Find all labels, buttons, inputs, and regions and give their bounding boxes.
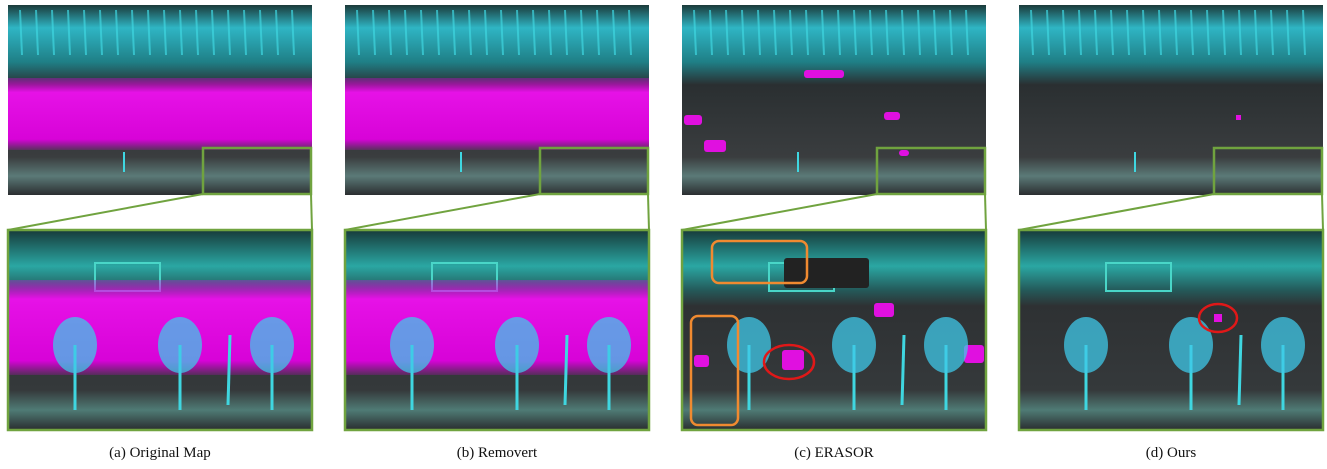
tree-crown (832, 317, 876, 373)
zoom-line (345, 194, 540, 230)
pole (1239, 335, 1241, 405)
figure: (a) Original Map (b) Removert (c) ERASOR (d… (0, 0, 1327, 469)
panels: (a) Original Map (b) Removert (c) ERASOR (d… (8, 5, 1323, 461)
tree-crown (924, 317, 968, 373)
zoom-line (8, 194, 203, 230)
zoom-line (311, 194, 312, 230)
residual-points (1236, 115, 1241, 120)
tree-crown (1261, 317, 1305, 373)
residual-points (694, 355, 709, 367)
residual-points (874, 303, 894, 317)
tree-crown (1169, 317, 1213, 373)
caption: (d) Ours (1146, 445, 1197, 461)
zoom-line (648, 194, 649, 230)
page: (a) Original Map (b) Removert (c) ERASOR (d… (0, 0, 1327, 469)
pole (228, 335, 230, 405)
dynamic-points (345, 78, 649, 150)
dynamic-points (8, 78, 312, 150)
tree-crown (250, 317, 294, 373)
caption: (a) Original Map (109, 445, 211, 461)
tree-crown (390, 317, 434, 373)
zoom-line (1019, 194, 1214, 230)
residual-points (899, 150, 909, 156)
pole (902, 335, 904, 405)
residual-points (782, 350, 804, 370)
panel: (a) Original Map (8, 5, 312, 461)
tree-crown (53, 317, 97, 373)
panel: (d) Ours (1019, 5, 1323, 461)
zoom-line (985, 194, 986, 230)
residual-points (1214, 314, 1222, 322)
tree-crown (1064, 317, 1108, 373)
tree-crown (587, 317, 631, 373)
zoom-line (682, 194, 877, 230)
tree-crown (495, 317, 539, 373)
pole (565, 335, 567, 405)
residual-points (704, 140, 726, 152)
panel: (b) Removert (345, 5, 649, 461)
caption: (b) Removert (457, 445, 538, 461)
panel: (c) ERASOR (682, 5, 986, 461)
caption: (c) ERASOR (794, 445, 874, 461)
residual-points (884, 112, 900, 120)
zoom-line (1322, 194, 1323, 230)
residual-points (804, 70, 844, 78)
residual-points (684, 115, 702, 125)
tree-crown (158, 317, 202, 373)
